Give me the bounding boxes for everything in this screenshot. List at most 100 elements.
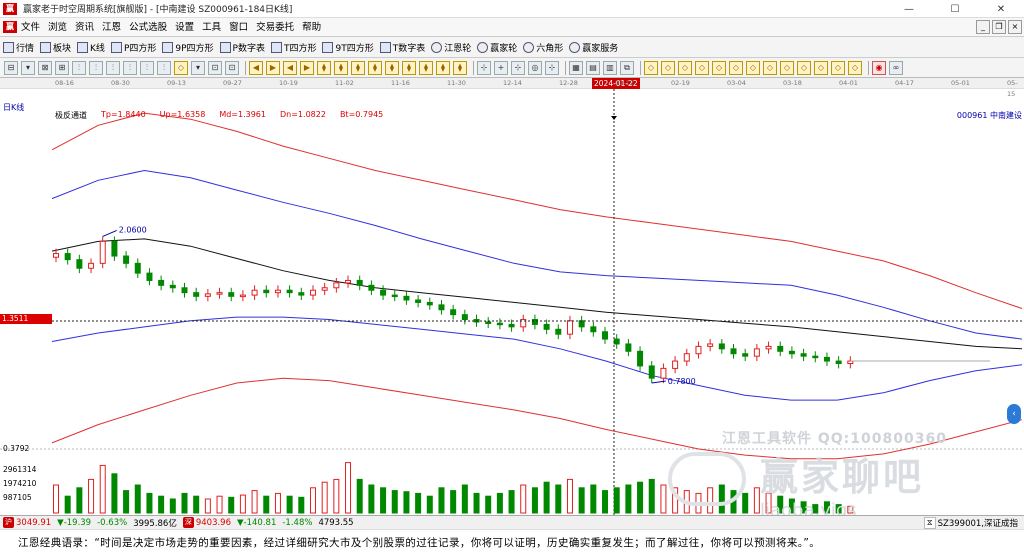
- drawing-tool-button[interactable]: ⧫: [419, 60, 433, 75]
- volume-bar: [263, 495, 270, 514]
- minimize-button[interactable]: —: [904, 3, 914, 15]
- drawing-tool-button[interactable]: ⫶: [140, 60, 154, 75]
- toolbar-button[interactable]: 六角形: [523, 41, 563, 54]
- drawing-tool-button[interactable]: ⊹: [477, 60, 491, 75]
- mdi-minimize-button[interactable]: _: [976, 20, 990, 34]
- drawing-tool-button[interactable]: ⧫: [334, 60, 348, 75]
- drawing-tool-button[interactable]: ⊟: [4, 60, 18, 75]
- shenzhen-index-icon[interactable]: 深: [182, 517, 194, 528]
- drawing-tool-button[interactable]: ⊞: [55, 60, 69, 75]
- menu-item[interactable]: 工具: [202, 21, 222, 33]
- drawing-tool-button[interactable]: ◇: [712, 60, 726, 75]
- drawing-tool-button[interactable]: ⧫: [368, 60, 382, 75]
- drawing-tool-button[interactable]: ⫶: [72, 60, 86, 75]
- drawing-tool-button[interactable]: ⫶: [89, 60, 103, 75]
- drawing-tool-button[interactable]: ◇: [797, 60, 811, 75]
- drawing-tool-button[interactable]: ◇: [848, 60, 862, 75]
- toolbar-button[interactable]: 板块: [40, 41, 71, 54]
- menu-item[interactable]: 帮助: [302, 21, 322, 33]
- shanghai-index-icon[interactable]: 沪: [3, 517, 14, 528]
- drawing-tool-button[interactable]: ⊹: [545, 60, 559, 75]
- toolbar-separator: [868, 60, 869, 75]
- toolbar-button[interactable]: 9T四方形: [322, 41, 374, 54]
- drawing-tool-button[interactable]: ▤: [586, 60, 600, 75]
- menu-item[interactable]: 公式选股: [129, 21, 168, 33]
- drawing-tool-button[interactable]: ⧫: [436, 60, 450, 75]
- drawing-tool-button[interactable]: ◇: [780, 60, 794, 75]
- menu-item[interactable]: 浏览: [48, 21, 68, 33]
- drawing-tool-button[interactable]: ◇: [644, 60, 658, 75]
- toolbar-button[interactable]: 赢家服务: [569, 41, 618, 54]
- volume-bar: [298, 496, 305, 514]
- maximize-button[interactable]: ☐: [950, 3, 960, 15]
- drawing-tool-button[interactable]: ⊠: [38, 60, 52, 75]
- drawing-tool-button[interactable]: ∞: [889, 60, 903, 75]
- volume-bar: [812, 504, 819, 514]
- menu-item[interactable]: 文件: [21, 21, 41, 33]
- toolbar-button[interactable]: 行情: [3, 41, 34, 54]
- drawing-tool-button[interactable]: ⊹: [511, 60, 525, 75]
- date-tick: 12-28: [559, 79, 578, 87]
- mdi-restore-button[interactable]: ❐: [992, 20, 1006, 34]
- toolbar-button[interactable]: 江恩轮: [431, 41, 471, 54]
- toolbar-button[interactable]: 9P四方形: [162, 41, 214, 54]
- drawing-tool-button[interactable]: ◇: [814, 60, 828, 75]
- drawing-tool-button[interactable]: ⧫: [351, 60, 365, 75]
- menu-item[interactable]: 交易委托: [256, 21, 295, 33]
- drawing-tool-button[interactable]: ◇: [661, 60, 675, 75]
- candle-body: [718, 343, 725, 350]
- drawing-tool-button[interactable]: ⫶: [123, 60, 137, 75]
- drawing-tool-button[interactable]: ◇: [695, 60, 709, 75]
- close-button[interactable]: ✕: [996, 3, 1006, 15]
- drawing-tool-button[interactable]: ◀: [283, 60, 297, 75]
- drawing-tool-button[interactable]: ◇: [763, 60, 777, 75]
- drawing-tool-button[interactable]: ◎: [528, 60, 542, 75]
- kline-chart[interactable]: 2024-01-22 08-16 08-30 09-13 09-27 10-19 11-0…: [0, 78, 1024, 521]
- drawing-tool-button[interactable]: ▦: [569, 60, 583, 75]
- candle-body: [123, 255, 130, 264]
- toolbar-button[interactable]: 赢家轮: [477, 41, 517, 54]
- mdi-close-button[interactable]: ×: [1008, 20, 1022, 34]
- toolbar-button[interactable]: T数字表: [379, 41, 425, 54]
- menu-item[interactable]: 设置: [175, 21, 195, 33]
- date-tick: 10-19: [279, 79, 298, 87]
- toolbar-button[interactable]: K线: [77, 41, 105, 54]
- drawing-tool-button[interactable]: ▶: [300, 60, 314, 75]
- grid-icon: [3, 41, 14, 53]
- drawing-tool-button[interactable]: ▥: [603, 60, 617, 75]
- drawing-tool-button[interactable]: ◇: [729, 60, 743, 75]
- drawing-tool-button[interactable]: ⊡: [225, 60, 239, 75]
- drawing-tool-button[interactable]: ◉: [872, 60, 886, 75]
- menu-item[interactable]: 窗口: [229, 21, 249, 33]
- watermark-line1: 江恩工具软件 QQ:100800360: [722, 431, 947, 447]
- drawing-tool-button[interactable]: ⧫: [402, 60, 416, 75]
- candle-body: [251, 289, 258, 296]
- candle-body: [134, 262, 141, 274]
- drawing-tool-button[interactable]: ◀: [249, 60, 263, 75]
- menu-item[interactable]: 江恩: [102, 21, 122, 33]
- side-scroll-button[interactable]: ‹: [1007, 404, 1021, 424]
- drawing-tool-button[interactable]: ⧫: [385, 60, 399, 75]
- drawing-tool-button[interactable]: ▶: [266, 60, 280, 75]
- drawing-tool-button[interactable]: ⫶: [157, 60, 171, 75]
- status-right-label[interactable]: SZ399001,深证成指: [937, 519, 1018, 529]
- candle-body: [800, 353, 807, 357]
- index-selector-icon[interactable]: ⧖: [923, 517, 936, 529]
- drawing-tool-button[interactable]: +: [494, 60, 508, 75]
- drawing-tool-button[interactable]: ⧉: [620, 60, 634, 75]
- drawing-tool-button[interactable]: ◇: [831, 60, 845, 75]
- drawing-tool-button[interactable]: ⊡: [208, 60, 222, 75]
- drawing-tool-button[interactable]: ◇: [678, 60, 692, 75]
- drawing-tool-button[interactable]: ⧫: [453, 60, 467, 75]
- 9t-square-icon: [322, 41, 334, 53]
- drawing-tool-button[interactable]: ⫶: [106, 60, 120, 75]
- drawing-tool-button[interactable]: ◇: [746, 60, 760, 75]
- toolbar-button[interactable]: P四方形: [110, 41, 156, 54]
- menu-item[interactable]: 资讯: [75, 21, 95, 33]
- drawing-tool-button[interactable]: ⧫: [317, 60, 331, 75]
- drawing-tool-button[interactable]: ◇: [174, 60, 188, 75]
- toolbar-button[interactable]: P数字表: [219, 41, 265, 54]
- toolbar-button[interactable]: T四方形: [270, 41, 316, 54]
- drawing-tool-button[interactable]: ▾: [191, 60, 205, 75]
- drawing-tool-button[interactable]: ▾: [21, 60, 35, 75]
